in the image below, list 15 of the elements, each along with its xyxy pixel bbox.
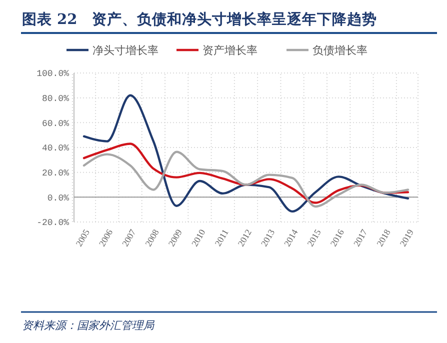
line-series (82, 142, 410, 204)
legend-label: 资产增长率 (202, 44, 258, 57)
text: 资料来源：国家外汇管理局 (22, 319, 155, 332)
y-tick-label: -20.0% (36, 218, 70, 228)
chart-title: 图表 22 资产、负债和净头寸增长率呈逐年下降趋势 (22, 10, 378, 28)
y-tick-label: 80.0% (42, 94, 70, 104)
y-tick-label: 60.0% (42, 118, 70, 129)
line-series (82, 150, 410, 208)
line-series (82, 94, 410, 213)
legend-label: 净头寸增长率 (92, 44, 158, 57)
y-tick-label: 0.0% (47, 193, 70, 204)
legend-label: 负债增长率 (312, 44, 368, 57)
y-tick-label: 100.0% (36, 69, 70, 80)
y-tick-label: 20.0% (42, 168, 70, 178)
y-tick-label: 40.0% (42, 144, 70, 154)
